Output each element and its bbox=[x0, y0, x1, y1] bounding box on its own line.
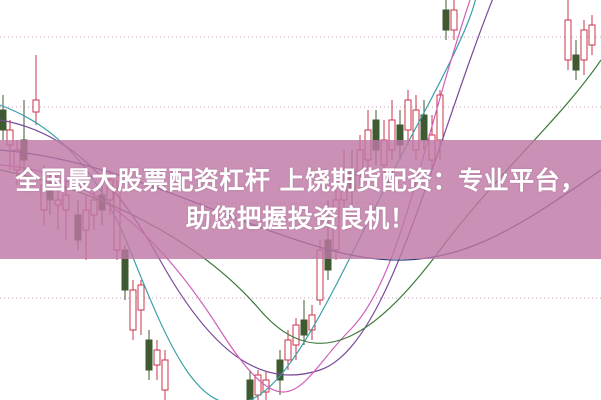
candle-body bbox=[420, 114, 428, 141]
candle-body bbox=[254, 374, 262, 396]
title-banner: 全国最大股票配资杠杆 上饶期货配资：专业平台， 助您把握投资良机！ bbox=[0, 140, 601, 259]
candle-body bbox=[572, 54, 580, 71]
candle-body bbox=[161, 359, 169, 391]
candle-body bbox=[276, 359, 284, 381]
candle-body bbox=[300, 319, 308, 336]
candle-body bbox=[404, 99, 412, 131]
candle-body bbox=[284, 339, 292, 361]
candle-body bbox=[450, 9, 458, 31]
candle-body bbox=[292, 324, 300, 346]
candle-body bbox=[442, 9, 450, 31]
candle-body bbox=[145, 339, 153, 371]
title-line-2: 助您把握投资良机！ bbox=[185, 203, 416, 233]
candle-body bbox=[137, 284, 145, 311]
candle-body bbox=[564, 19, 572, 61]
candle-body bbox=[32, 99, 40, 113]
candle-body bbox=[436, 94, 444, 141]
title-line-1: 全国最大股票配资杠杆 上饶期货配资：专业平台， bbox=[15, 165, 586, 195]
candle-body bbox=[588, 24, 596, 46]
candle-body bbox=[246, 379, 254, 400]
candle-body bbox=[129, 289, 137, 331]
candle-body bbox=[153, 349, 161, 366]
candle-body bbox=[580, 29, 588, 61]
